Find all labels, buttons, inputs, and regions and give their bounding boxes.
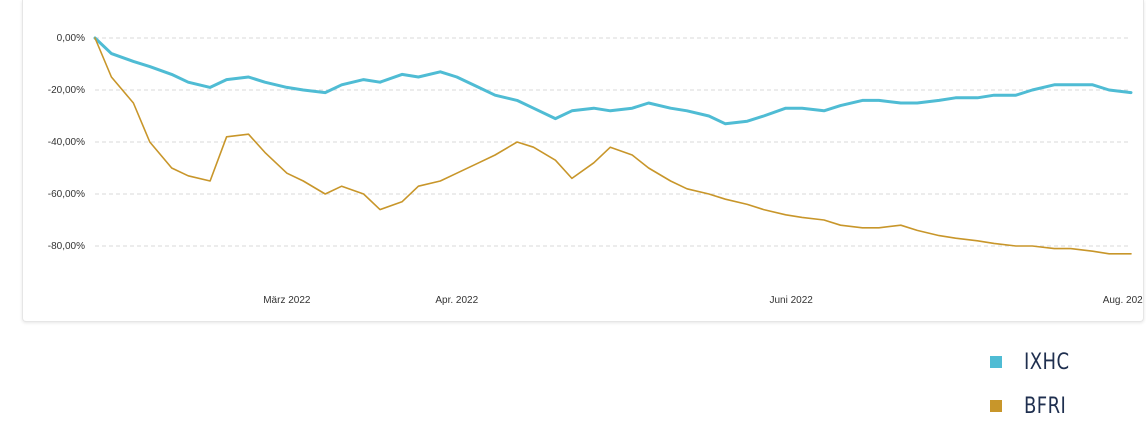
x-tick-label: März 2022: [263, 295, 311, 306]
y-tick-label: -80,00%: [48, 241, 85, 252]
x-tick-label: Aug. 2022: [1103, 295, 1143, 306]
chart-card: 0,00% -20,00% -40,00% -60,00% -80,00% März 20…: [22, 0, 1144, 322]
y-tick-label: 0,00%: [57, 33, 85, 44]
y-tick-label: -20,00%: [48, 85, 85, 96]
legend-label-bfri: BFRI: [1024, 393, 1067, 419]
y-tick-label: -40,00%: [48, 137, 85, 148]
series-line-ixhc: [93, 36, 1133, 126]
y-tick-label: -60,00%: [48, 189, 85, 200]
legend-item-ixhc[interactable]: IXHC: [990, 340, 1079, 384]
series-line-bfri: [94, 37, 1132, 255]
legend: IXHC BFRI: [990, 340, 1079, 428]
line-chart: 0,00% -20,00% -40,00% -60,00% -80,00% März 20…: [48, 33, 1143, 306]
legend-swatch-ixhc: [990, 356, 1002, 368]
x-tick-label: Apr. 2022: [435, 295, 478, 306]
legend-swatch-bfri: [990, 400, 1002, 412]
legend-label-ixhc: IXHC: [1024, 349, 1070, 375]
legend-item-bfri[interactable]: BFRI: [990, 384, 1079, 428]
x-tick-label: Juni 2022: [769, 295, 813, 306]
